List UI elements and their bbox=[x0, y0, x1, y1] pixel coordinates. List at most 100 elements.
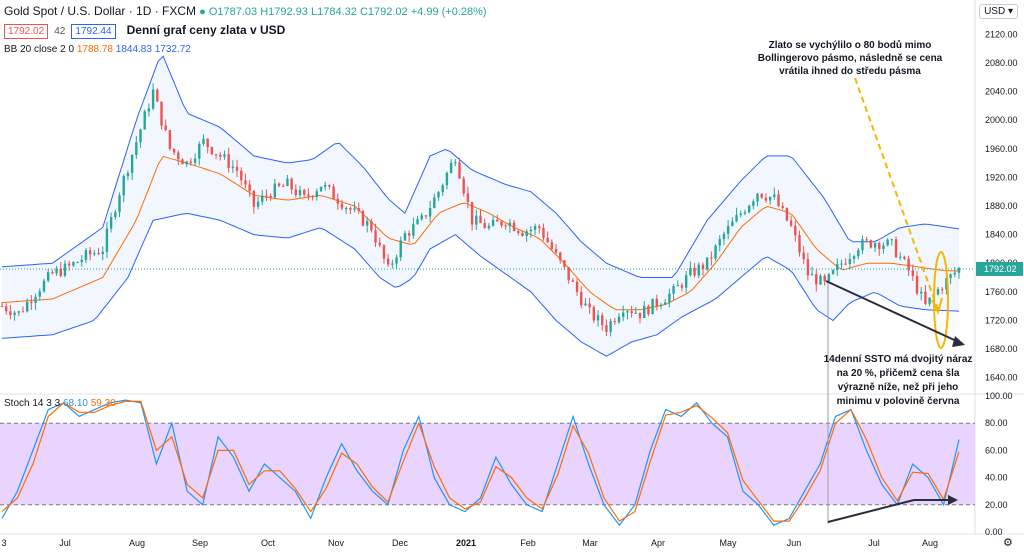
candle-body bbox=[781, 205, 784, 208]
candle-body bbox=[945, 278, 948, 290]
candle-body bbox=[844, 263, 847, 265]
quote-row: 1792.02 42 1792.44 Denní graf ceny zlata… bbox=[4, 23, 285, 39]
annotation-top-text: vrátila ihned do středu pásma bbox=[779, 66, 921, 77]
candle-body bbox=[622, 312, 625, 317]
candle-body bbox=[819, 275, 822, 285]
candle-body bbox=[680, 285, 684, 288]
candle-body bbox=[437, 192, 440, 198]
candle-body bbox=[30, 301, 33, 304]
candle-body bbox=[55, 268, 58, 274]
price-tick-label: 1920.00 bbox=[985, 172, 1018, 182]
candle-body bbox=[298, 190, 302, 196]
candle-body bbox=[617, 316, 621, 323]
candle-body bbox=[206, 138, 209, 148]
candle-body bbox=[122, 176, 125, 196]
candle-body bbox=[605, 325, 608, 332]
candle-body bbox=[873, 243, 877, 248]
candle-body bbox=[84, 250, 88, 260]
candle-body bbox=[668, 293, 671, 303]
candle-body bbox=[773, 194, 776, 197]
candle-body bbox=[588, 303, 591, 308]
currency-label: USD bbox=[984, 6, 1006, 17]
candle-body bbox=[601, 315, 604, 326]
candle-body bbox=[428, 207, 432, 217]
candle-body bbox=[924, 291, 927, 304]
candle-body bbox=[223, 154, 226, 157]
chart-header: Gold Spot / U.S. Dollar · 1D · FXCM ● O1… bbox=[4, 4, 487, 18]
candle-body bbox=[865, 239, 868, 241]
candle-body bbox=[542, 227, 545, 238]
candle-body bbox=[697, 264, 700, 276]
bb-fill bbox=[2, 56, 959, 357]
annotation-trendline-arrowhead bbox=[952, 336, 965, 347]
candle-body bbox=[319, 186, 323, 192]
candle-body bbox=[663, 302, 667, 305]
candle-body bbox=[395, 257, 398, 264]
time-tick-label: Aug bbox=[129, 538, 145, 548]
candle-body bbox=[689, 267, 692, 276]
candle-body bbox=[567, 267, 570, 281]
candle-body bbox=[894, 239, 898, 258]
candle-body bbox=[941, 289, 944, 291]
candle-body bbox=[508, 222, 512, 227]
candle-body bbox=[172, 148, 176, 153]
candle-body bbox=[705, 257, 709, 270]
currency-selector[interactable]: USD ▾ bbox=[979, 4, 1018, 19]
stoch-label[interactable]: Stoch 14 3 3 bbox=[4, 398, 61, 409]
stoch-legend: Stoch 14 3 3 68.10 59.30 bbox=[4, 398, 116, 409]
candle-body bbox=[563, 260, 566, 268]
gear-icon[interactable]: ⚙ bbox=[1003, 537, 1013, 549]
candle-body bbox=[487, 225, 491, 229]
symbol-title[interactable]: Gold Spot / U.S. Dollar · 1D · FXCM bbox=[4, 4, 197, 18]
price-tick-label: 1640.00 bbox=[985, 373, 1018, 383]
time-tick-label: Nov bbox=[328, 538, 345, 548]
candle-body bbox=[458, 162, 461, 179]
candle-body bbox=[382, 245, 386, 259]
stoch-line-k bbox=[1, 399, 960, 527]
candle-body bbox=[915, 275, 919, 294]
bid-box[interactable]: 1792.02 bbox=[4, 24, 49, 39]
candle-body bbox=[202, 138, 205, 144]
candle-body bbox=[433, 197, 436, 208]
candle-body bbox=[156, 89, 159, 102]
candle-body bbox=[890, 239, 894, 241]
candle-body bbox=[344, 207, 348, 209]
candle-body bbox=[67, 263, 71, 266]
bb-label[interactable]: BB 20 close 2 0 bbox=[4, 44, 75, 55]
candle-body bbox=[416, 219, 419, 225]
candle-body bbox=[93, 253, 96, 255]
candle-body bbox=[277, 183, 281, 186]
candle-body bbox=[424, 215, 428, 217]
stoch-tick-label: 60.00 bbox=[985, 445, 1008, 455]
candle-body bbox=[130, 154, 134, 174]
candle-body bbox=[294, 189, 298, 196]
candle-body bbox=[483, 222, 486, 229]
ask-box[interactable]: 1792.44 bbox=[71, 24, 116, 39]
candle-body bbox=[244, 180, 247, 185]
candle-body bbox=[118, 195, 121, 213]
candle-body bbox=[114, 212, 117, 218]
candle-body bbox=[500, 221, 503, 226]
candle-body bbox=[63, 263, 67, 276]
candle-body bbox=[626, 311, 629, 313]
candle-body bbox=[256, 201, 260, 207]
price-tick-label: 1680.00 bbox=[985, 344, 1018, 354]
candle-body bbox=[399, 240, 402, 258]
candle-body bbox=[76, 262, 79, 264]
candle-body bbox=[34, 296, 37, 304]
candle-body bbox=[210, 147, 214, 155]
candle-body bbox=[655, 298, 658, 307]
time-tick-label: Apr bbox=[651, 538, 665, 548]
candle-body bbox=[17, 311, 20, 313]
candle-body bbox=[365, 221, 369, 226]
candle-body bbox=[420, 215, 423, 220]
time-tick-label: Dec bbox=[392, 538, 409, 548]
candle-body bbox=[861, 239, 864, 251]
time-tick-label: Oct bbox=[261, 538, 276, 548]
candle-body bbox=[164, 125, 167, 131]
candle-body bbox=[466, 193, 470, 203]
annotation-top-text: Zlato se vychýlilo o 80 bodů mimo bbox=[769, 39, 932, 51]
price-tick-label: 1760.00 bbox=[985, 287, 1018, 297]
candle-body bbox=[613, 321, 617, 323]
